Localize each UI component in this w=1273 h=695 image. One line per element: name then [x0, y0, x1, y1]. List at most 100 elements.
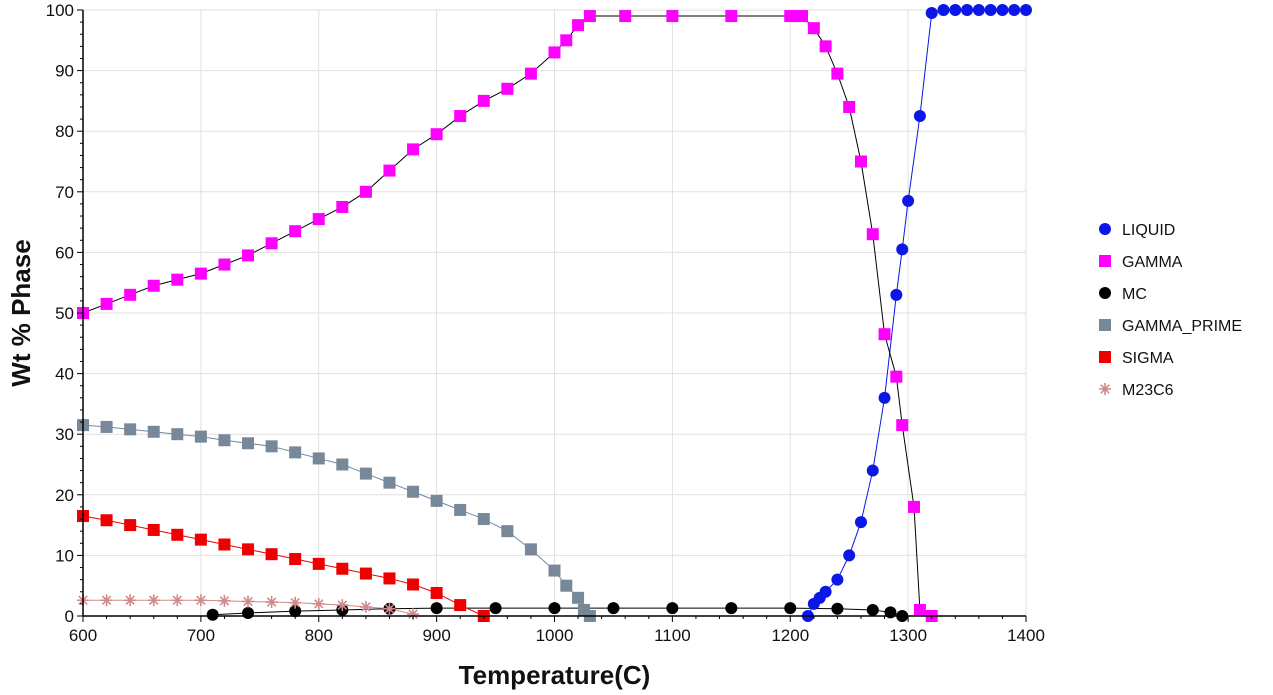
- legend-swatch-mc: [1099, 287, 1111, 299]
- data-point-sigma: [100, 514, 113, 527]
- y-tick-label: 80: [55, 122, 74, 141]
- x-tick-label: 1200: [771, 626, 809, 645]
- data-point-gamma: [147, 279, 160, 292]
- data-point-sigma: [147, 523, 160, 536]
- legend-swatch-gamma: [1099, 255, 1111, 267]
- data-point-m23c6: [218, 594, 231, 607]
- data-point-gamma-prime: [336, 458, 349, 471]
- y-tick-label: 20: [55, 486, 74, 505]
- y-tick-label: 30: [55, 425, 74, 444]
- legend-label-liquid: LIQUID: [1122, 222, 1175, 239]
- data-point-gamma-prime: [289, 446, 302, 459]
- data-point-gamma: [242, 249, 255, 262]
- data-point-gamma: [890, 370, 903, 383]
- data-point-gamma: [831, 67, 844, 80]
- data-point-sigma: [242, 543, 255, 556]
- x-tick-label: 800: [305, 626, 333, 645]
- data-point-gamma-prime: [312, 452, 325, 465]
- data-point-m23c6: [124, 594, 137, 607]
- data-point-liquid: [949, 4, 962, 16]
- data-point-liquid: [878, 391, 891, 404]
- data-point-gamma: [583, 10, 596, 23]
- data-point-gamma: [383, 164, 396, 177]
- data-point-gamma-prime: [100, 420, 113, 433]
- data-point-liquid: [866, 464, 879, 477]
- data-point-gamma: [100, 297, 113, 310]
- data-point-mc: [607, 602, 620, 615]
- x-tick-label: 1400: [1007, 626, 1045, 645]
- data-point-liquid: [1020, 4, 1032, 16]
- data-point-m23c6: [242, 595, 255, 608]
- data-point-gamma-prime: [194, 430, 207, 443]
- data-point-gamma: [843, 100, 856, 113]
- data-point-gamma: [784, 10, 797, 23]
- data-point-gamma: [666, 10, 679, 23]
- data-point-sigma: [359, 567, 372, 580]
- data-point-liquid: [843, 549, 856, 562]
- legend-swatch-gamma-prime: [1099, 319, 1111, 331]
- data-point-gamma-prime: [242, 437, 255, 450]
- y-tick-label: 60: [55, 243, 74, 262]
- legend-label-sigma: SIGMA: [1122, 350, 1174, 367]
- data-point-gamma-prime: [265, 440, 278, 453]
- data-point-sigma: [383, 572, 396, 585]
- x-tick-label: 1000: [536, 626, 574, 645]
- data-point-sigma: [336, 562, 349, 575]
- data-point-gamma: [524, 67, 537, 80]
- x-tick-label: 900: [422, 626, 450, 645]
- data-point-liquid: [819, 585, 832, 598]
- data-point-gamma: [548, 46, 561, 59]
- data-point-gamma: [218, 258, 231, 271]
- y-tick-label: 10: [55, 546, 74, 565]
- data-point-mc: [831, 602, 844, 615]
- data-point-sigma: [218, 538, 231, 551]
- legend-swatch-m23c6: [1099, 383, 1111, 395]
- legend-label-gamma: GAMMA: [1122, 254, 1183, 271]
- data-point-m23c6: [383, 602, 396, 615]
- y-tick-label: 40: [55, 365, 74, 384]
- data-point-sigma: [289, 553, 302, 566]
- data-point-gamma: [725, 10, 738, 23]
- data-point-gamma: [501, 82, 514, 95]
- data-point-gamma: [194, 267, 207, 280]
- data-point-mc: [548, 602, 561, 615]
- data-point-gamma: [796, 10, 809, 23]
- x-tick-label: 700: [187, 626, 215, 645]
- legend-label-m23c6: M23C6: [1122, 382, 1174, 399]
- data-point-gamma: [560, 34, 573, 47]
- data-point-gamma-prime: [171, 428, 184, 441]
- data-point-gamma-prime: [147, 425, 160, 438]
- data-point-gamma: [913, 603, 926, 616]
- data-point-m23c6: [147, 594, 160, 607]
- data-point-gamma-prime: [501, 525, 514, 538]
- data-point-mc: [489, 602, 502, 615]
- data-point-m23c6: [265, 596, 278, 609]
- data-point-mc: [725, 602, 738, 615]
- data-point-gamma: [312, 213, 325, 226]
- data-point-gamma-prime: [359, 467, 372, 480]
- y-tick-label: 100: [46, 1, 74, 20]
- data-point-mc: [206, 608, 219, 621]
- data-point-sigma: [171, 528, 184, 541]
- data-point-gamma: [454, 110, 467, 123]
- data-point-sigma: [430, 586, 443, 599]
- data-point-liquid: [996, 4, 1009, 16]
- data-point-liquid: [1008, 4, 1021, 16]
- data-point-gamma: [572, 19, 585, 32]
- data-point-mc: [666, 602, 679, 615]
- legend-swatch-liquid: [1099, 223, 1111, 235]
- legend: LIQUID GAMMA MC GAMMA_PRIME SIGMA M23C6: [1099, 222, 1242, 399]
- data-point-gamma: [819, 40, 832, 53]
- data-point-gamma-prime: [560, 579, 573, 592]
- data-point-gamma-prime: [548, 564, 561, 577]
- data-point-gamma-prime: [407, 485, 420, 498]
- legend-label-gamma-prime: GAMMA_PRIME: [1122, 318, 1242, 335]
- data-point-gamma: [896, 419, 909, 432]
- data-point-mc: [866, 603, 879, 616]
- data-point-gamma: [171, 273, 184, 286]
- data-point-liquid: [961, 4, 974, 16]
- data-point-liquid: [854, 516, 867, 529]
- data-point-liquid: [890, 288, 903, 301]
- data-point-mc: [289, 605, 302, 618]
- data-point-liquid: [896, 243, 909, 256]
